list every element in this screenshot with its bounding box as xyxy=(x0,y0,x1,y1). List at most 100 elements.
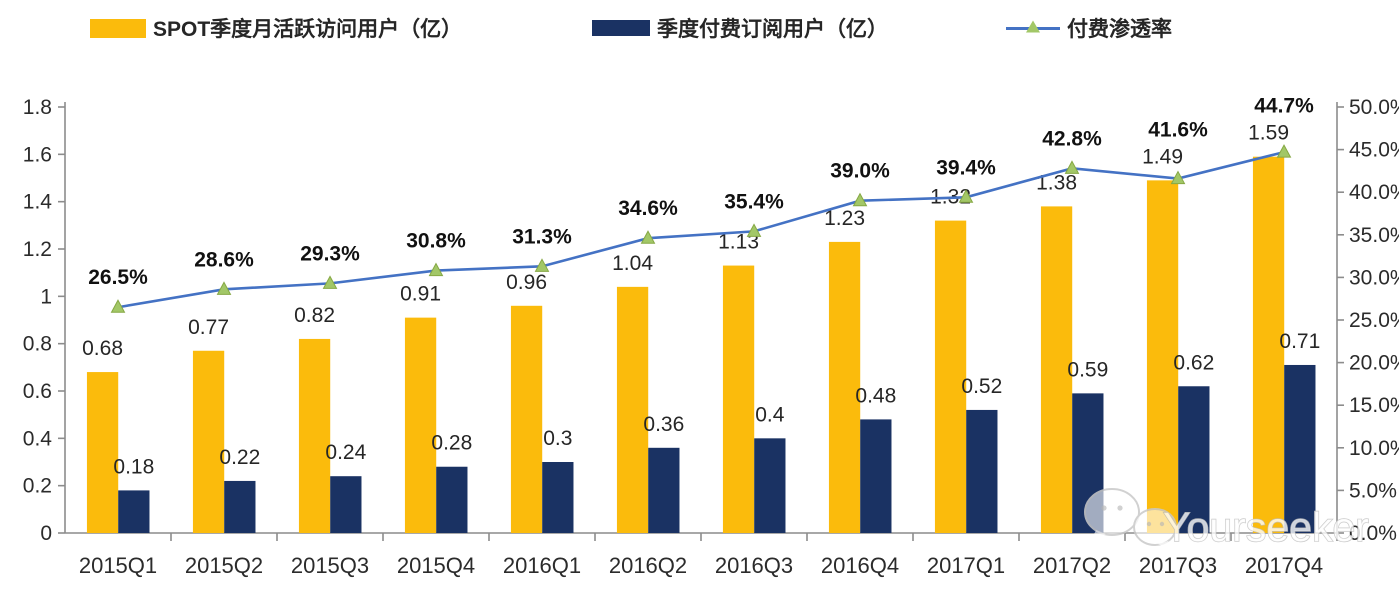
penetration-marker-2016Q3 xyxy=(746,223,762,237)
left-axis-tick-label: 0.4 xyxy=(23,427,53,450)
penetration-marker-2017Q3 xyxy=(1170,170,1186,185)
mau-value-label: 0.91 xyxy=(400,283,441,306)
mau-legend-swatch xyxy=(90,18,146,38)
subs-value-label: 0.48 xyxy=(855,384,896,407)
subs-value-label: 0.28 xyxy=(431,432,472,455)
right-axis-tick-label: 40.0% xyxy=(1349,181,1399,204)
right-axis-tick-label: 20.0% xyxy=(1349,352,1399,375)
mau-value-label: 0.96 xyxy=(506,271,547,294)
mau-bar-2017Q4 xyxy=(1252,156,1285,533)
penetration-marker-2015Q4 xyxy=(428,262,444,277)
left-axis-tick-label: 1.8 xyxy=(23,96,52,119)
penetration-value-label: 29.3% xyxy=(300,242,360,265)
penetration-value-label: 26.5% xyxy=(88,266,148,289)
mau-bar-2017Q2 xyxy=(1040,206,1073,533)
x-axis-label: 2015Q2 xyxy=(185,553,263,578)
mau-value-label: 1.59 xyxy=(1248,122,1289,145)
subs-value-label: 0.71 xyxy=(1279,330,1320,353)
mau-bar-2015Q2 xyxy=(192,350,225,533)
left-axis-tick-label: 0.2 xyxy=(23,475,52,498)
mau-bar-2016Q4 xyxy=(828,241,861,533)
mau-bar-2016Q3 xyxy=(722,265,755,533)
right-axis-tick-label: 30.0% xyxy=(1349,266,1399,289)
penetration-value-label: 41.6% xyxy=(1148,118,1208,141)
penetration-value-label: 34.6% xyxy=(618,197,678,220)
penetration-marker-2017Q1 xyxy=(958,189,974,203)
subs-bar-2017Q4 xyxy=(1284,364,1316,533)
mau-bar-2016Q1 xyxy=(510,305,543,533)
x-axis-label: 2017Q2 xyxy=(1033,553,1111,578)
subs-bar-2017Q3 xyxy=(1178,386,1210,533)
subs-bar-2015Q4 xyxy=(436,466,468,533)
penetration-marker-2016Q2 xyxy=(640,230,656,244)
penetration-legend-line xyxy=(1006,20,1060,33)
wechat-bubbles-icon xyxy=(1084,488,1177,552)
left-axis-tick-label: 1.4 xyxy=(23,191,53,214)
x-axis-label: 2017Q3 xyxy=(1139,553,1217,578)
x-axis-label: 2017Q4 xyxy=(1245,553,1323,578)
penetration-value-label: 39.4% xyxy=(936,156,996,179)
x-axis-label: 2015Q3 xyxy=(291,553,369,578)
legend-item-subscribers: 季度付费订阅用户（亿） xyxy=(592,14,888,42)
penetration-value-label: 39.0% xyxy=(830,160,890,183)
subscribers-legend-swatch xyxy=(592,20,650,36)
mau-value-label: 1.23 xyxy=(824,207,865,230)
right-axis-tick-label: 5.0% xyxy=(1349,479,1397,502)
subs-bar-2017Q1 xyxy=(966,409,998,533)
left-axis-tick-label: 0.8 xyxy=(23,333,52,356)
mau-bar-2017Q3 xyxy=(1146,180,1179,533)
legend-label: 付费渗透率 xyxy=(1067,18,1172,41)
penetration-marker-2015Q3 xyxy=(322,275,338,289)
penetration-marker-2016Q1 xyxy=(534,258,550,272)
x-axis-label: 2017Q1 xyxy=(927,553,1005,578)
subs-bar-2016Q3 xyxy=(754,438,786,533)
mau-value-label: 1.38 xyxy=(1036,171,1077,194)
right-axis-tick-label: 10.0% xyxy=(1349,437,1399,460)
subs-value-label: 0.18 xyxy=(113,455,154,478)
subs-value-label: 0.52 xyxy=(961,375,1002,398)
penetration-marker-2017Q4 xyxy=(1276,144,1292,158)
penetration-marker-2017Q2 xyxy=(1064,160,1080,174)
x-axis-label: 2016Q3 xyxy=(715,553,793,578)
subs-bar-2016Q2 xyxy=(648,447,680,533)
legend-item-mau: SPOT季度月活跃访问用户（亿） xyxy=(90,14,462,42)
penetration-value-label: 44.7% xyxy=(1254,95,1314,118)
legend-item-penetration: 付费渗透率 xyxy=(1006,14,1172,42)
mau-bar-2015Q4 xyxy=(404,317,437,533)
x-axis-label: 2016Q2 xyxy=(609,553,687,578)
right-axis-tick-label: 25.0% xyxy=(1349,309,1399,332)
mau-value-label: 0.68 xyxy=(82,337,123,360)
right-axis-tick-label: 45.0% xyxy=(1349,139,1399,162)
right-axis-tick-label: 35.0% xyxy=(1349,224,1399,247)
subs-bar-2016Q4 xyxy=(860,419,892,533)
right-axis-tick-label: 15.0% xyxy=(1349,394,1399,417)
subs-value-label: 0.4 xyxy=(755,403,785,426)
mau-value-label: 1.04 xyxy=(612,252,653,275)
subs-value-label: 0.36 xyxy=(643,413,684,436)
legend-label: SPOT季度月活跃访问用户（亿） xyxy=(153,18,463,41)
subs-bar-2015Q3 xyxy=(330,476,362,533)
penetration-value-label: 30.8% xyxy=(406,230,466,253)
penetration-value-label: 28.6% xyxy=(194,248,254,271)
subs-value-label: 0.62 xyxy=(1173,351,1214,374)
penetration-value-label: 35.4% xyxy=(724,190,784,213)
chart-legend: SPOT季度月活跃访问用户（亿） 季度付费订阅用户（亿） 付费渗透率 xyxy=(0,0,1399,56)
mau-value-label: 1.49 xyxy=(1142,145,1183,168)
right-axis-tick-label: 50.0% xyxy=(1349,96,1399,119)
penetration-marker-2015Q2 xyxy=(216,281,232,295)
subs-bar-2016Q1 xyxy=(542,462,574,533)
left-axis-tick-label: 0.6 xyxy=(23,380,52,403)
watermark: Yourseeker xyxy=(1084,488,1370,552)
penetration-value-label: 31.3% xyxy=(512,225,572,248)
penetration-marker-2016Q4 xyxy=(852,192,868,207)
subs-value-label: 0.24 xyxy=(325,441,366,464)
watermark-text: Yourseeker xyxy=(1163,504,1369,550)
mau-bar-2016Q2 xyxy=(616,286,649,533)
mau-bar-2015Q1 xyxy=(86,372,119,533)
x-axis-label: 2016Q4 xyxy=(821,553,899,578)
mau-bar-2017Q1 xyxy=(934,220,967,533)
penetration-line xyxy=(117,150,1285,309)
left-axis-tick-label: 1.2 xyxy=(23,238,52,261)
left-axis-tick-label: 1 xyxy=(40,285,52,308)
